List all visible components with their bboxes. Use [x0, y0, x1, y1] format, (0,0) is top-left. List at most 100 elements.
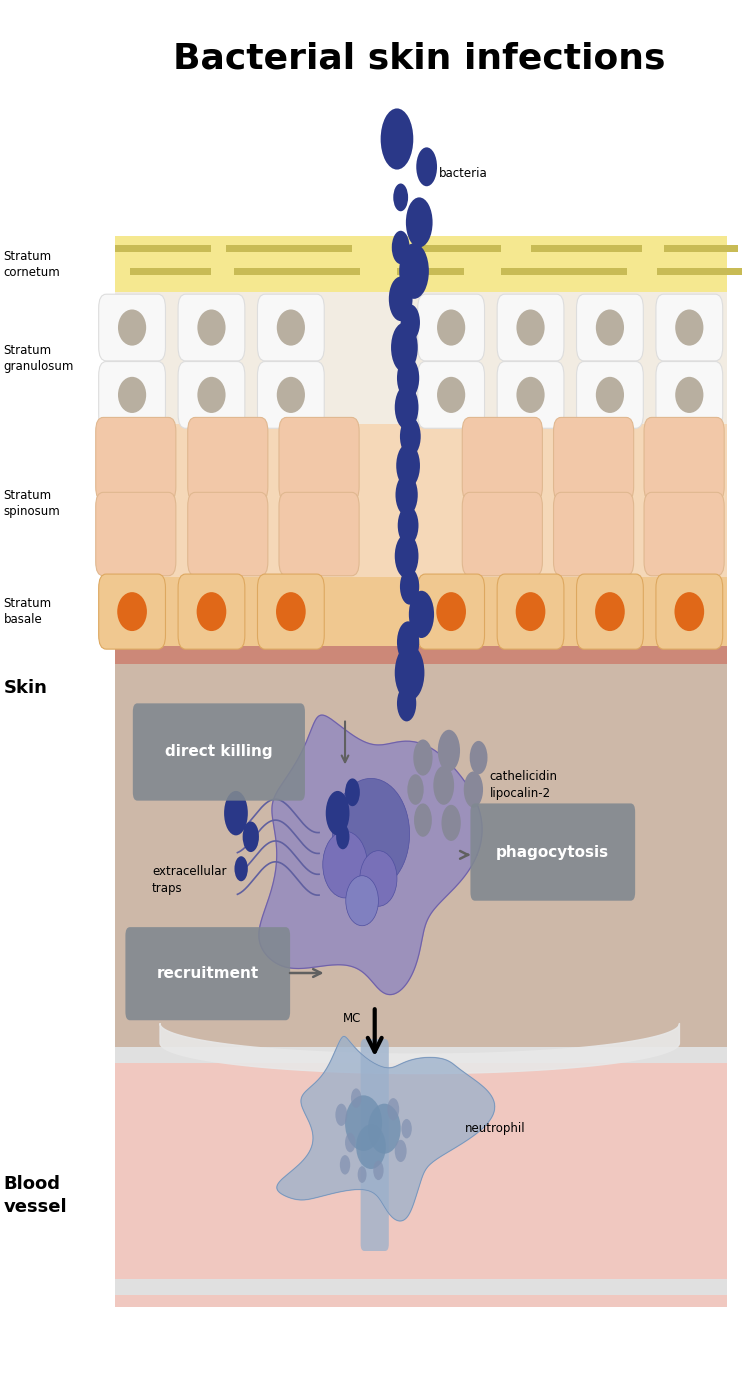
FancyBboxPatch shape — [133, 703, 305, 801]
Ellipse shape — [118, 310, 146, 346]
Bar — [226, 245, 352, 252]
FancyBboxPatch shape — [279, 492, 359, 575]
Ellipse shape — [277, 377, 305, 413]
Ellipse shape — [323, 831, 367, 898]
Bar — [130, 268, 211, 275]
Bar — [397, 268, 464, 275]
Ellipse shape — [332, 778, 410, 890]
Text: Stratum
cornetum: Stratum cornetum — [4, 250, 60, 278]
Circle shape — [398, 506, 418, 545]
Ellipse shape — [675, 310, 703, 346]
Ellipse shape — [360, 851, 397, 906]
Circle shape — [345, 1133, 355, 1152]
Circle shape — [351, 1088, 361, 1108]
Ellipse shape — [674, 592, 704, 631]
FancyBboxPatch shape — [577, 295, 643, 361]
Text: extracellular
traps: extracellular traps — [152, 865, 226, 895]
FancyBboxPatch shape — [99, 295, 165, 361]
Circle shape — [381, 108, 413, 170]
Bar — [501, 268, 627, 275]
Circle shape — [406, 197, 433, 247]
Ellipse shape — [368, 1104, 401, 1154]
Circle shape — [358, 1166, 367, 1183]
Bar — [397, 245, 501, 252]
Circle shape — [243, 821, 259, 852]
Ellipse shape — [118, 377, 146, 413]
FancyBboxPatch shape — [497, 295, 564, 361]
Text: Stratum
spinosum: Stratum spinosum — [4, 489, 60, 517]
FancyBboxPatch shape — [462, 417, 542, 500]
Circle shape — [392, 231, 410, 264]
FancyBboxPatch shape — [470, 803, 635, 901]
Circle shape — [393, 183, 408, 211]
Ellipse shape — [595, 592, 625, 631]
FancyBboxPatch shape — [96, 417, 176, 500]
Ellipse shape — [276, 592, 306, 631]
Polygon shape — [259, 714, 482, 995]
Circle shape — [433, 766, 454, 805]
Bar — [115, 1047, 727, 1063]
Circle shape — [395, 474, 418, 516]
Text: Bacterial skin infections: Bacterial skin infections — [173, 42, 666, 75]
FancyBboxPatch shape — [554, 417, 634, 500]
Text: Stratum
granulosum: Stratum granulosum — [4, 345, 74, 373]
Bar — [115, 577, 727, 646]
Bar — [234, 268, 360, 275]
Bar — [115, 292, 727, 424]
Ellipse shape — [197, 310, 226, 346]
Circle shape — [224, 791, 248, 835]
Ellipse shape — [197, 592, 226, 631]
FancyBboxPatch shape — [656, 574, 723, 649]
FancyBboxPatch shape — [99, 361, 165, 428]
Bar — [657, 268, 742, 275]
Ellipse shape — [437, 377, 465, 413]
FancyBboxPatch shape — [418, 574, 485, 649]
Polygon shape — [277, 1037, 495, 1220]
Circle shape — [413, 739, 433, 776]
Circle shape — [400, 569, 419, 605]
Ellipse shape — [516, 592, 545, 631]
FancyBboxPatch shape — [178, 295, 245, 361]
Ellipse shape — [596, 377, 624, 413]
Circle shape — [396, 443, 420, 488]
FancyBboxPatch shape — [279, 417, 359, 500]
Text: phagocytosis: phagocytosis — [496, 845, 609, 859]
Circle shape — [395, 1140, 407, 1162]
Circle shape — [345, 778, 360, 806]
Text: neutrophil: neutrophil — [464, 1122, 525, 1136]
Bar — [115, 236, 727, 292]
FancyBboxPatch shape — [418, 361, 485, 428]
Bar — [531, 245, 642, 252]
FancyBboxPatch shape — [188, 492, 268, 575]
Text: bacteria: bacteria — [439, 167, 488, 181]
Bar — [115, 245, 211, 252]
Circle shape — [464, 771, 483, 808]
Ellipse shape — [516, 310, 545, 346]
Bar — [115, 1049, 727, 1307]
Circle shape — [407, 774, 424, 805]
FancyBboxPatch shape — [188, 417, 268, 500]
FancyBboxPatch shape — [656, 295, 723, 361]
Circle shape — [470, 741, 487, 774]
FancyBboxPatch shape — [257, 295, 324, 361]
Bar — [115, 1279, 727, 1295]
Circle shape — [335, 1104, 347, 1126]
Circle shape — [400, 417, 421, 456]
Ellipse shape — [675, 377, 703, 413]
Circle shape — [399, 243, 429, 299]
Ellipse shape — [437, 310, 465, 346]
Bar — [115, 424, 727, 577]
Ellipse shape — [277, 310, 305, 346]
Text: Stratum
basale: Stratum basale — [4, 598, 52, 626]
Circle shape — [438, 730, 460, 771]
Circle shape — [409, 591, 434, 638]
Ellipse shape — [516, 377, 545, 413]
FancyBboxPatch shape — [497, 574, 564, 649]
Bar — [664, 245, 738, 252]
Ellipse shape — [596, 310, 624, 346]
FancyBboxPatch shape — [178, 574, 245, 649]
Text: recruitment: recruitment — [157, 966, 259, 981]
Circle shape — [234, 856, 248, 881]
FancyBboxPatch shape — [497, 361, 564, 428]
Bar — [115, 664, 727, 1049]
